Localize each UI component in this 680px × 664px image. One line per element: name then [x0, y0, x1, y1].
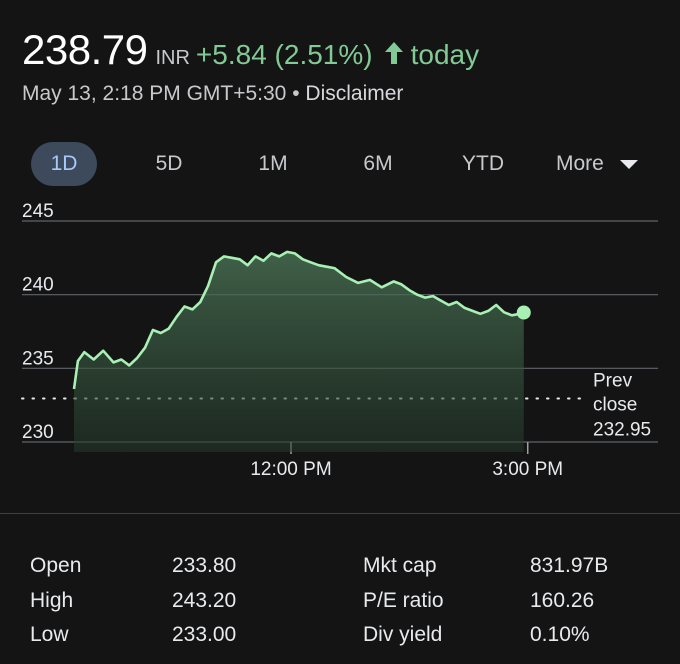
- y-tick-label: 235: [22, 348, 54, 369]
- stat-pe-label: P/E ratio: [363, 589, 444, 612]
- stat-open-label: Open: [30, 554, 82, 577]
- y-tick-label: 230: [22, 422, 54, 443]
- tab-label: YTD: [462, 152, 504, 175]
- stat-high-value: 243.20: [172, 589, 237, 612]
- tab-label: 1D: [50, 152, 78, 175]
- dropdown-caret-icon: [619, 159, 638, 169]
- disclaimer-link[interactable]: Disclaimer: [305, 82, 404, 105]
- stat-pe-value: 160.26: [530, 589, 595, 612]
- range-tabs: 1D 5D 1M 6M YTD More: [0, 142, 680, 186]
- stat-low-label: Low: [30, 623, 69, 646]
- meta-separator: •: [292, 82, 300, 105]
- prev-close-label: Prev: [593, 371, 633, 392]
- tab-6m[interactable]: 6M: [345, 142, 411, 186]
- price-chart[interactable]: 245 240 235 230 Prev close 232.95 12:00 PM 3:00 …: [0, 200, 680, 490]
- stat-mktcap-label: Mkt cap: [363, 554, 437, 577]
- stat-high-label: High: [30, 589, 74, 612]
- tab-5d[interactable]: 5D: [136, 142, 202, 186]
- y-tick-label: 240: [22, 275, 54, 296]
- price-area-fill: [74, 251, 524, 452]
- quote-header: 238.79 INR +5.84 (2.51%) today: [22, 26, 479, 74]
- tab-label: 6M: [363, 152, 393, 175]
- x-tick-label: 12:00 PM: [250, 459, 331, 480]
- tab-label: More: [556, 152, 604, 175]
- tab-1m[interactable]: 1M: [240, 142, 306, 186]
- arrow-up-icon: [383, 40, 405, 66]
- section-divider: [0, 513, 680, 514]
- tab-label: 1M: [258, 152, 288, 175]
- timestamp: May 13, 2:18 PM GMT+5:30: [22, 82, 287, 105]
- change-period: today: [410, 39, 480, 70]
- x-tick-label: 3:00 PM: [492, 459, 563, 480]
- current-price: 238.79: [22, 26, 148, 73]
- tab-1d[interactable]: 1D: [31, 142, 97, 186]
- tab-more[interactable]: More: [556, 142, 656, 186]
- stat-mktcap-value: 831.97B: [530, 554, 609, 577]
- price-change: +5.84 (2.51%): [195, 39, 373, 70]
- prev-close-label: close: [593, 395, 637, 416]
- stat-low-value: 233.00: [172, 623, 237, 646]
- quote-meta: May 13, 2:18 PM GMT+5:30 • Disclaimer: [22, 82, 403, 106]
- tab-ytd[interactable]: YTD: [450, 142, 516, 186]
- currency-code: INR: [155, 47, 190, 69]
- price-line: [72, 250, 525, 390]
- tab-label: 5D: [155, 152, 183, 175]
- stat-divyield-label: Div yield: [363, 623, 443, 646]
- y-tick-label: 245: [22, 201, 54, 222]
- stat-divyield-value: 0.10%: [530, 623, 590, 646]
- current-price-dot: [516, 305, 531, 320]
- stat-open-value: 233.80: [172, 554, 237, 577]
- prev-close-value: 232.95: [593, 420, 651, 441]
